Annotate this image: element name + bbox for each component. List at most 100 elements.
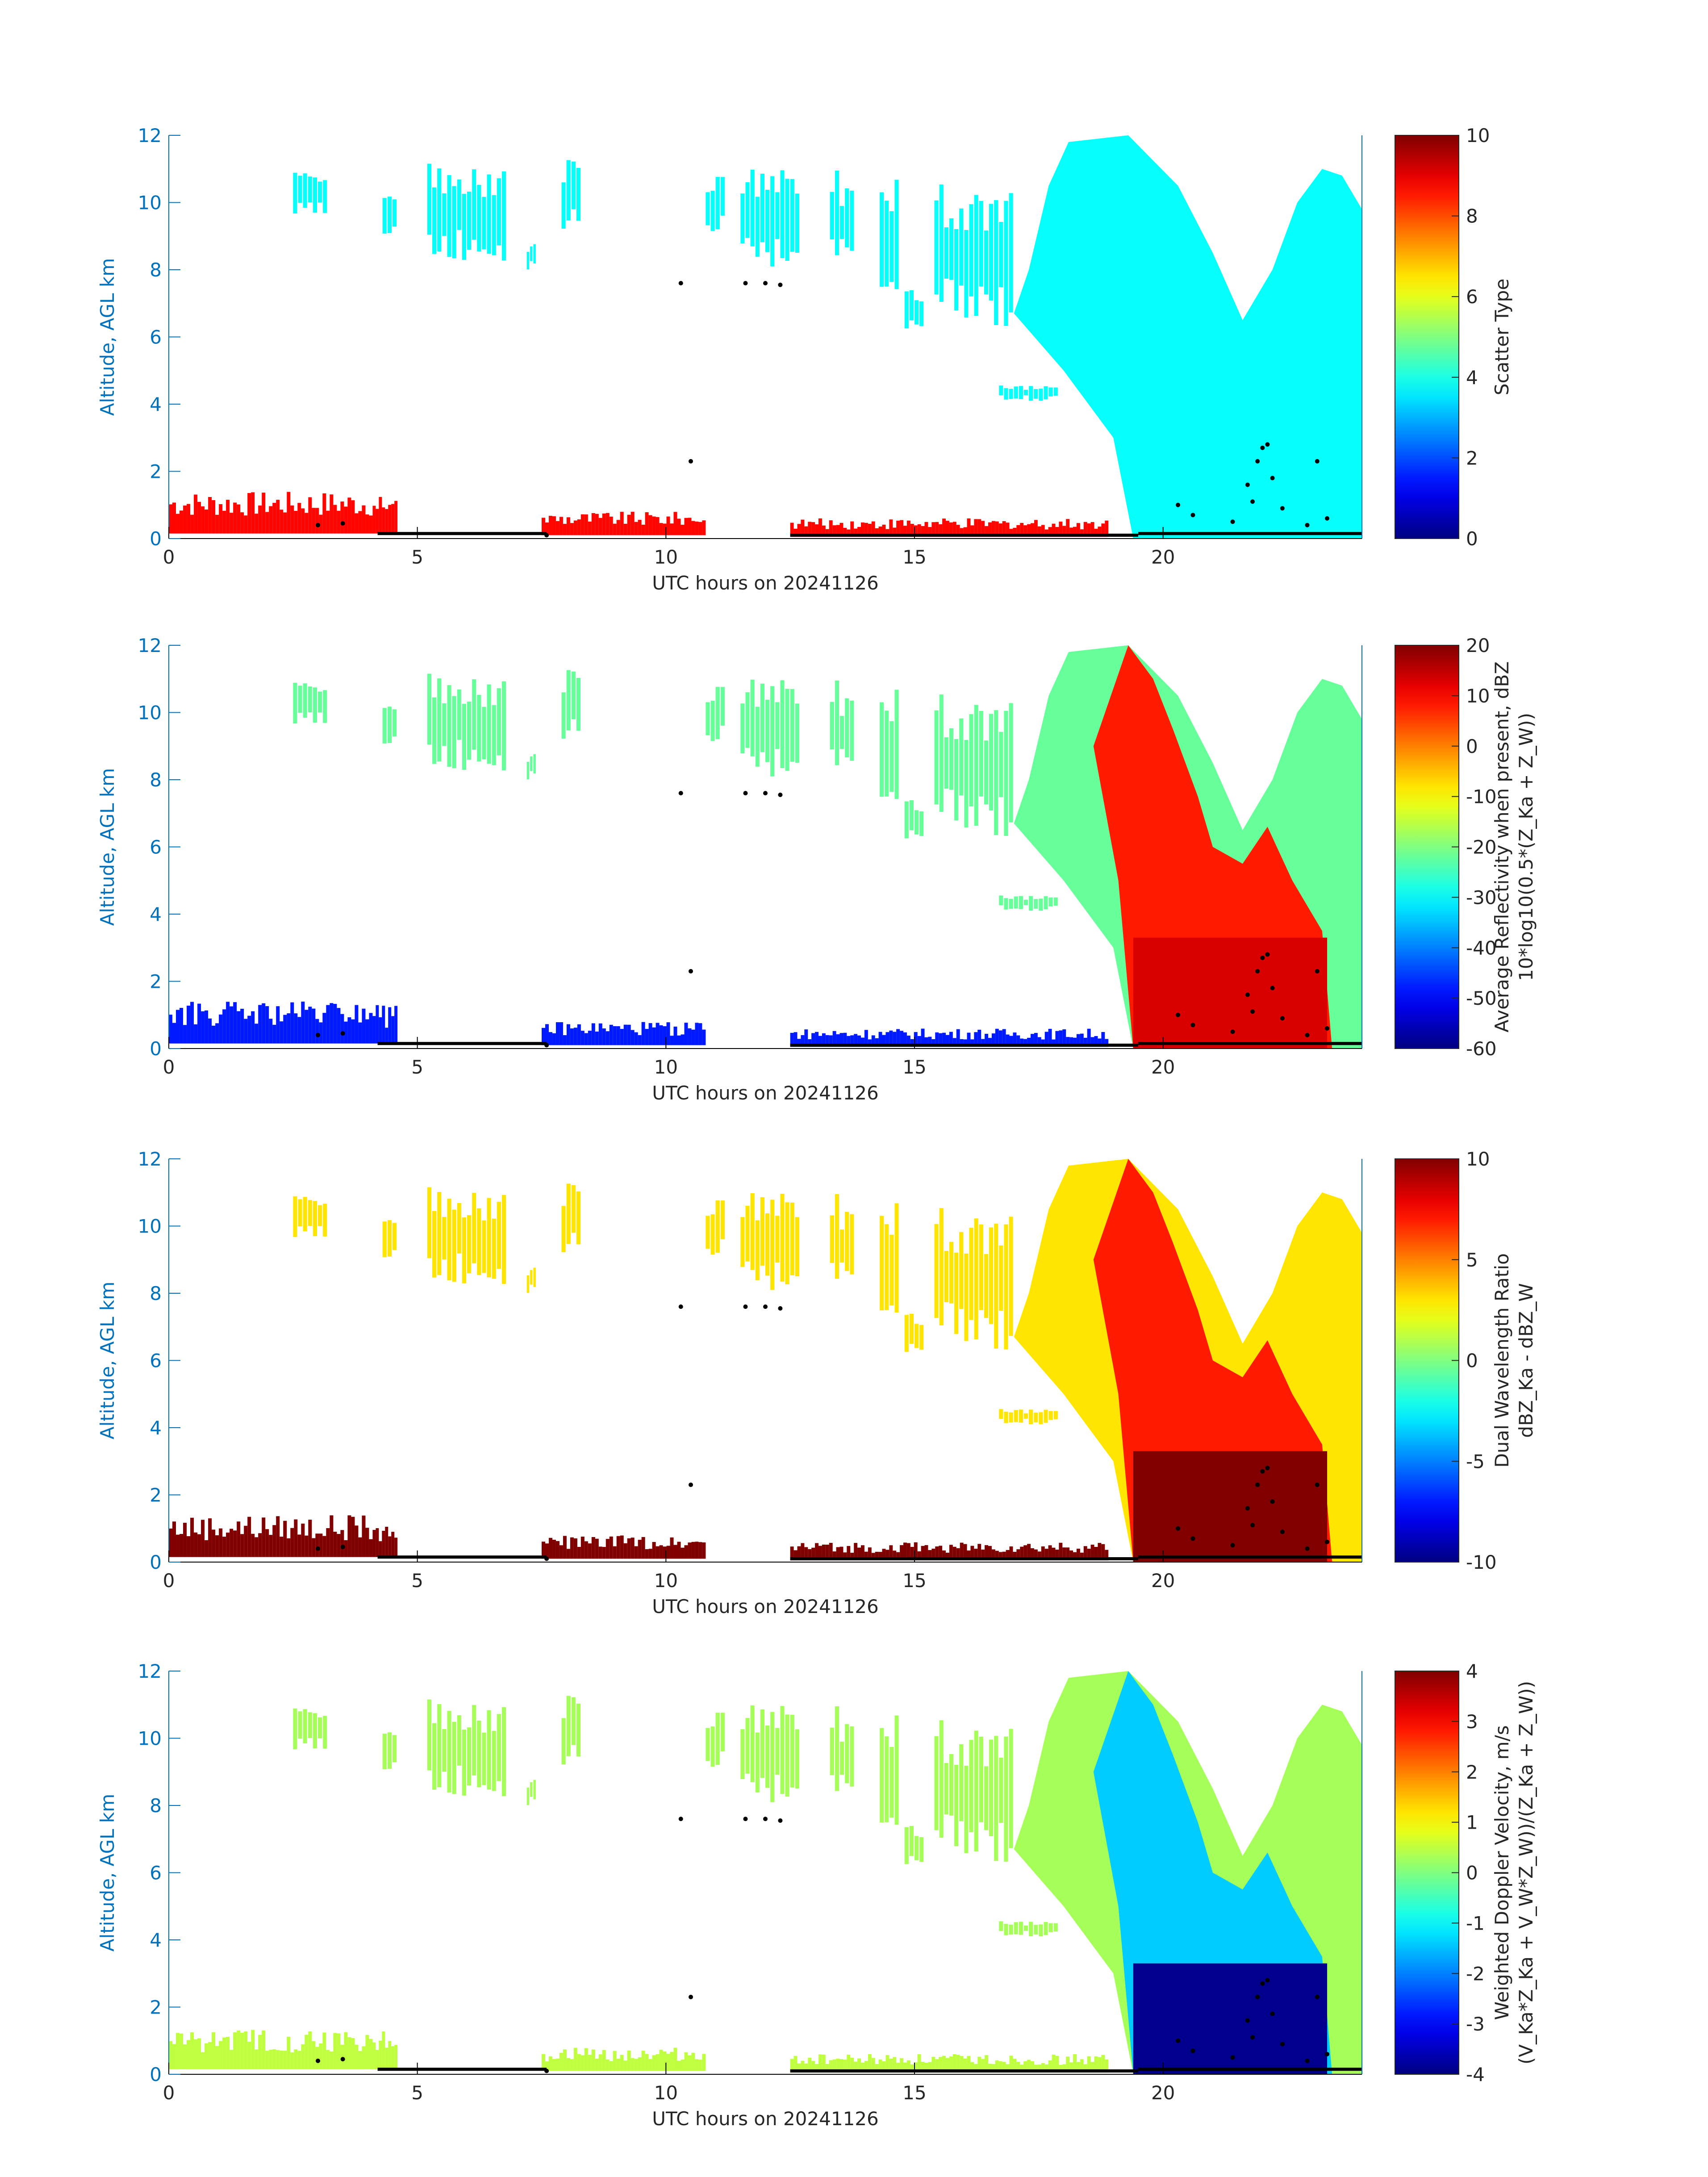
cirrus-echo bbox=[785, 1714, 789, 1797]
low-cloud-echo bbox=[790, 522, 794, 537]
cirrus-echo bbox=[1009, 1924, 1013, 1935]
low-cloud-echo bbox=[1059, 522, 1063, 537]
cirrus-echo bbox=[437, 1192, 442, 1275]
cirrus-echo bbox=[994, 710, 998, 835]
low-cloud-echo bbox=[808, 2057, 812, 2073]
low-cloud-echo bbox=[620, 1029, 624, 1045]
cloud-base-point bbox=[1280, 1016, 1285, 1021]
cloud-base-point bbox=[316, 1032, 320, 1037]
cloud-base-point bbox=[316, 1546, 320, 1551]
low-cloud-echo bbox=[365, 1528, 369, 1557]
low-cloud-echo bbox=[563, 1536, 567, 1559]
low-cloud-echo bbox=[212, 1529, 216, 1557]
low-cloud-echo bbox=[333, 505, 337, 534]
low-cloud-echo bbox=[698, 1542, 702, 1559]
low-cloud-echo bbox=[698, 1023, 702, 1045]
low-cloud-echo bbox=[688, 1028, 692, 1045]
x-tick-label: 10 bbox=[654, 1056, 678, 1078]
low-cloud-echo bbox=[230, 1006, 234, 1044]
cirrus-echo bbox=[780, 1194, 785, 1282]
low-cloud-echo bbox=[251, 492, 255, 534]
low-cloud-echo bbox=[648, 515, 652, 535]
cirrus-echo bbox=[850, 190, 854, 251]
low-cloud-echo bbox=[985, 1034, 989, 1047]
cirrus-echo bbox=[447, 175, 451, 257]
low-cloud-echo bbox=[391, 2046, 395, 2069]
low-cloud-echo bbox=[240, 2033, 244, 2069]
cirrus-echo bbox=[915, 300, 919, 325]
cloud-base-point bbox=[1270, 476, 1275, 481]
cloud-base-point bbox=[743, 1304, 748, 1309]
low-cloud-echo bbox=[379, 1541, 382, 1557]
cirrus-echo bbox=[323, 690, 327, 723]
low-cloud-echo bbox=[385, 2047, 388, 2069]
cirrus-echo bbox=[393, 1735, 397, 1763]
low-cloud-echo bbox=[952, 1546, 956, 1561]
low-cloud-echo bbox=[355, 1525, 359, 1557]
cirrus-echo bbox=[467, 1727, 472, 1786]
low-cloud-echo bbox=[247, 493, 251, 534]
low-cloud-echo bbox=[942, 2056, 946, 2073]
low-cloud-echo bbox=[935, 2059, 939, 2073]
low-cloud-echo bbox=[337, 2033, 341, 2069]
cirrus-echo bbox=[1014, 1410, 1018, 1422]
low-cloud-echo bbox=[1031, 523, 1034, 537]
low-cloud-echo bbox=[832, 1551, 836, 1561]
low-cloud-echo bbox=[1055, 1031, 1059, 1047]
low-cloud-echo bbox=[917, 524, 921, 537]
cirrus-echo bbox=[894, 1203, 899, 1313]
low-cloud-echo bbox=[681, 2060, 685, 2071]
low-cloud-echo bbox=[981, 1550, 985, 1561]
low-cloud-echo bbox=[215, 1535, 219, 1557]
low-cloud-echo bbox=[1048, 527, 1052, 537]
y-tick-label: 8 bbox=[150, 769, 162, 791]
cloud-base-point bbox=[678, 1817, 683, 1822]
colorbar-tick-label: 2 bbox=[1466, 447, 1478, 469]
low-cloud-echo bbox=[222, 510, 226, 534]
low-cloud-echo bbox=[801, 1035, 805, 1047]
cirrus-echo bbox=[939, 694, 944, 812]
low-cloud-echo bbox=[627, 514, 631, 535]
cirrus-echo bbox=[298, 1711, 302, 1739]
cirrus-echo bbox=[452, 696, 456, 769]
low-cloud-echo bbox=[280, 1021, 284, 1044]
low-cloud-echo bbox=[308, 2031, 312, 2069]
low-cloud-echo bbox=[839, 1033, 844, 1047]
low-cloud-echo bbox=[977, 519, 981, 537]
low-cloud-echo bbox=[591, 513, 595, 535]
low-cloud-echo bbox=[240, 512, 244, 534]
cirrus-echo bbox=[999, 731, 1003, 798]
cirrus-echo bbox=[974, 195, 978, 316]
cirrus-echo bbox=[715, 687, 720, 740]
cloud-base-point bbox=[1260, 1469, 1265, 1474]
cirrus-echo bbox=[393, 199, 397, 227]
low-cloud-echo bbox=[1069, 1550, 1073, 1561]
low-cloud-echo bbox=[1016, 1549, 1020, 1561]
y-axis-label: Altitude, AGL km bbox=[96, 768, 118, 926]
low-cloud-echo bbox=[244, 1525, 248, 1557]
low-cloud-echo bbox=[190, 2032, 194, 2069]
cirrus-echo bbox=[969, 1740, 973, 1832]
low-cloud-echo bbox=[580, 1031, 585, 1045]
low-cloud-echo bbox=[1009, 529, 1013, 537]
low-cloud-echo bbox=[1076, 1549, 1080, 1561]
low-cloud-echo bbox=[1013, 1032, 1017, 1047]
cirrus-echo bbox=[974, 1218, 978, 1340]
x-tick-label: 20 bbox=[1151, 546, 1175, 568]
low-cloud-echo bbox=[208, 497, 212, 534]
low-cloud-echo bbox=[1101, 2055, 1105, 2073]
low-cloud-echo bbox=[695, 521, 699, 535]
low-cloud-echo bbox=[301, 508, 305, 534]
cloud-base-point bbox=[1315, 1994, 1320, 1999]
y-tick-label: 8 bbox=[150, 1795, 162, 1817]
low-cloud-echo bbox=[1044, 2064, 1048, 2073]
cloud-base-point bbox=[1325, 2052, 1330, 2056]
low-cloud-echo bbox=[641, 1537, 645, 1559]
low-cloud-echo bbox=[330, 2051, 334, 2069]
low-cloud-echo bbox=[255, 1537, 259, 1557]
low-cloud-echo bbox=[272, 1525, 276, 1557]
cirrus-echo bbox=[780, 170, 785, 259]
low-cloud-echo bbox=[1105, 2059, 1109, 2073]
low-cloud-echo bbox=[921, 526, 925, 537]
low-cloud-echo bbox=[1055, 527, 1059, 537]
